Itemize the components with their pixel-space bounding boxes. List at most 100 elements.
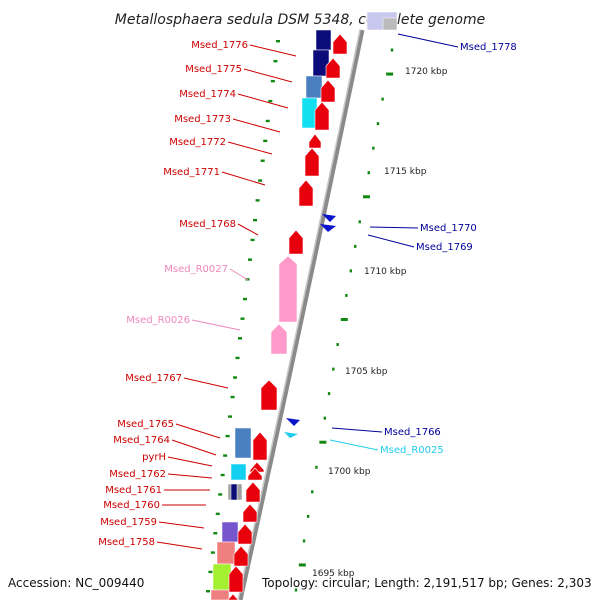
scale-track [294, 48, 394, 592]
scale-tick [336, 343, 339, 347]
scale-tick [386, 72, 394, 76]
gene-arrow [278, 255, 298, 323]
inner-tick [260, 159, 265, 162]
inner-tick [255, 199, 260, 202]
rna-reverse [284, 432, 298, 438]
label-leader [158, 521, 205, 529]
gene-label: Msed_1774 [179, 89, 236, 100]
inner-tick [230, 395, 235, 399]
gene-arrow [237, 523, 253, 545]
label-leader [369, 226, 419, 229]
scale-tick [372, 146, 375, 150]
gene-block [230, 483, 238, 501]
gene-label: Msed_1761 [105, 485, 162, 496]
label-leader [175, 423, 221, 439]
inner-tick [233, 376, 238, 379]
gene-arrow [314, 101, 330, 131]
scale-tick [319, 440, 327, 444]
gene-label: Msed_1764 [113, 435, 170, 446]
label-leader [367, 234, 415, 248]
inner-tick [235, 356, 240, 360]
gene-label: pyrH [142, 452, 166, 463]
scale-labels: 1720 kbp 1715 kbp 1710 kbp 1705 kbp 1700 kbp… [312, 67, 448, 579]
gene-reverse [322, 214, 336, 222]
scale-label: 1710 kbp [364, 267, 407, 277]
scale-tick [349, 269, 352, 273]
scale-tick [306, 514, 310, 518]
gene-label: Msed_1773 [174, 114, 231, 125]
accession-text: Accession: NC_009440 [8, 576, 144, 590]
inner-tick [223, 454, 228, 457]
scale-tick [302, 539, 306, 543]
gene-arrow [298, 179, 314, 207]
gene-label: Msed_1769 [416, 242, 473, 253]
inner-tick [220, 473, 225, 477]
inner-tick [215, 512, 220, 516]
left-labels: Msed_1776 Msed_1775 Msed_1774 Msed_1773 Msed… [98, 40, 248, 548]
inner-tick [265, 119, 270, 123]
gene-arrow [233, 545, 249, 567]
label-leader [329, 439, 379, 451]
map-title: Metallosphaera sedula DSM 5348, complete… [115, 12, 485, 28]
label-leader [167, 456, 213, 467]
gene-arrow [260, 379, 278, 411]
gene-label: Msed_R0027 [164, 264, 228, 275]
label-leader [229, 268, 249, 281]
gene-label: Msed_1778 [460, 42, 517, 53]
scale-label: 1695 kbp [312, 569, 355, 579]
gene-arrow [245, 481, 261, 503]
scale-tick [381, 97, 384, 101]
gene-label: Msed_1759 [100, 517, 157, 528]
scale-tick [315, 465, 318, 469]
inner-tick [210, 551, 215, 554]
gene-arrow [308, 133, 322, 149]
label-leader [237, 93, 289, 109]
gene-reverse [320, 224, 336, 232]
label-leader [331, 427, 383, 433]
inner-tick [248, 258, 253, 261]
scale-tick [332, 367, 335, 371]
label-leader [221, 171, 266, 186]
scale-tick [294, 588, 298, 592]
gene-label: Msed_1765 [117, 419, 174, 430]
label-leader [227, 141, 273, 155]
inner-track [206, 40, 280, 593]
gene-label: Msed_1776 [191, 40, 248, 51]
scale-tick [354, 244, 357, 248]
gene-block [216, 541, 236, 565]
inner-tick [268, 99, 273, 103]
gene-label: Msed_1766 [384, 427, 441, 438]
gene-block [212, 563, 232, 591]
scale-tick [311, 490, 314, 494]
gene-label: Msed_1760 [103, 500, 160, 511]
gene-arrow [270, 323, 288, 355]
gene-label: Msed_R0026 [126, 315, 190, 326]
inner-tick [258, 179, 263, 182]
inner-tick [263, 139, 268, 143]
inner-tick [273, 59, 278, 63]
gene-label: Msed_1771 [163, 167, 220, 178]
inner-tick [213, 532, 218, 535]
scale-tick [327, 392, 331, 396]
inner-tick [276, 40, 280, 43]
gene-block [305, 75, 323, 99]
inner-tick [238, 337, 243, 340]
scale-tick [390, 48, 394, 52]
gene-arrow [228, 565, 244, 593]
label-leader [232, 118, 281, 133]
inner-tick [250, 238, 255, 242]
gene-arrow [325, 57, 341, 79]
gene-arrow [247, 467, 263, 481]
scale-tick [298, 563, 306, 567]
gene-label: Msed_1770 [420, 223, 477, 234]
gene-label: Msed_1767 [125, 373, 182, 384]
scale-label: 1720 kbp [405, 67, 448, 77]
scale-tick [340, 318, 348, 321]
inner-tick [240, 317, 245, 320]
gene-block [210, 589, 230, 600]
gene-label: Msed_R0025 [380, 445, 444, 456]
scale-label: 1700 kbp [328, 467, 371, 477]
gene-block [382, 17, 398, 31]
inner-tick [270, 79, 275, 83]
